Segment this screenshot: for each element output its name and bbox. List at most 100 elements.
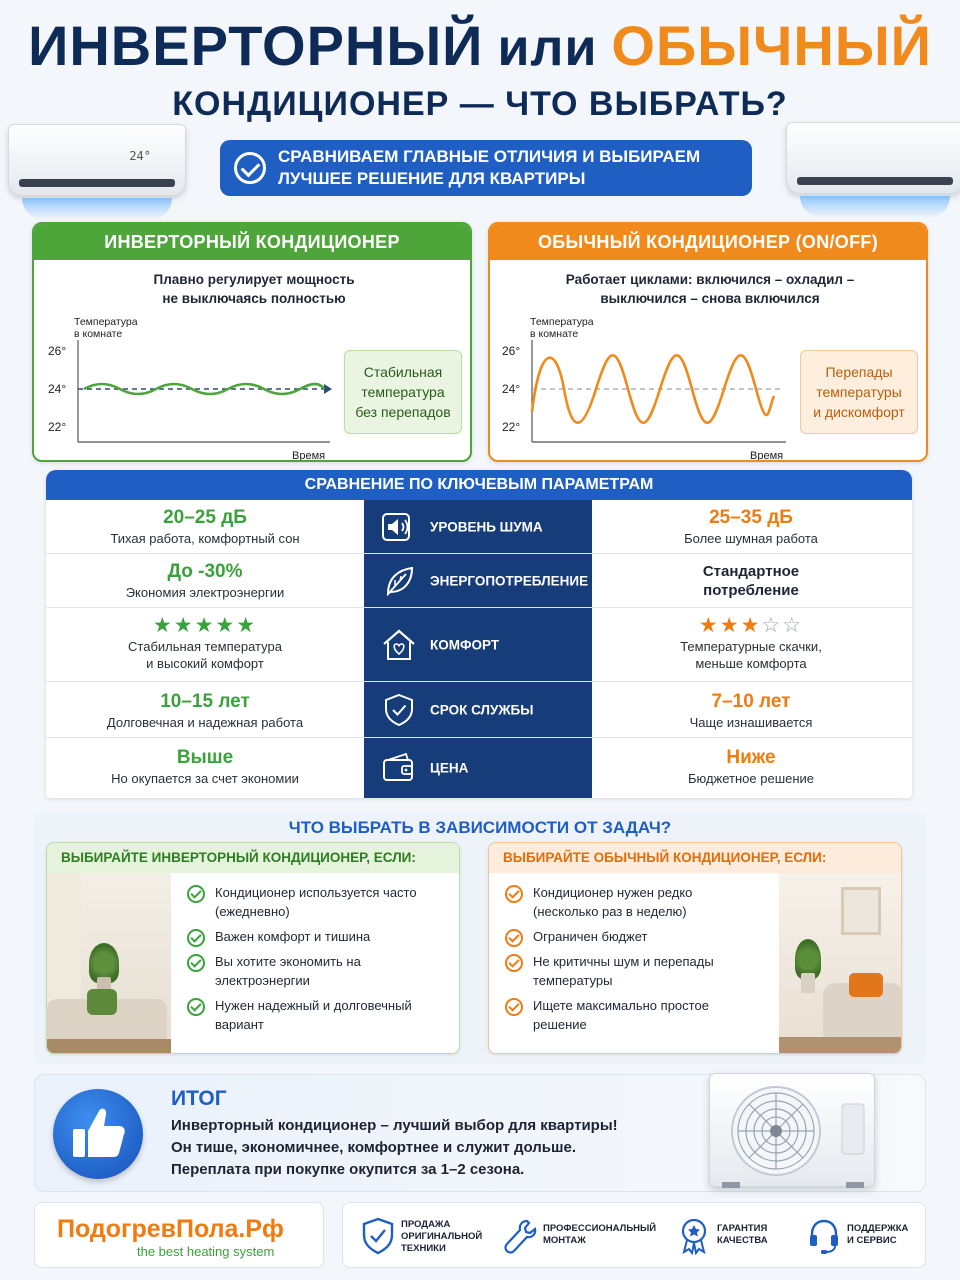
- table-row-comfort: ★★★★★ Стабильная температура и высокий к…: [46, 608, 912, 682]
- regular-comfort-stars-empty: ☆☆: [761, 614, 804, 637]
- check-circle-icon: [234, 152, 266, 184]
- brand-tagline: the best heating system: [137, 1244, 275, 1259]
- table-row-noise: 20–25 дБ Тихая работа, комфортный сон УР…: [46, 500, 912, 554]
- brand-logo-text: ПодогревПола.Рф: [57, 1215, 284, 1243]
- living-room-image-right: [779, 873, 901, 1053]
- wallet-icon: [383, 752, 413, 781]
- regular-note-line2: температуры: [816, 384, 902, 400]
- regular-price-value: Ниже: [726, 747, 776, 768]
- list-item: Не критичны шум и перепады температуры: [505, 952, 775, 990]
- regular-choice-card: ВЫБИРАЙТЕ ОБЫЧНЫЙ КОНДИЦИОНЕР, ЕСЛИ: Кон…: [488, 842, 902, 1054]
- regular-temperature-line: [530, 353, 776, 425]
- indoor-ac-left-image: 24°: [8, 124, 186, 196]
- title-regular: ОБЫЧНЫЙ: [611, 14, 932, 77]
- regular-ylabel-line1: Температура: [530, 316, 594, 328]
- param-comfort-label: КОМФОРТ: [430, 637, 500, 652]
- regular-ylabel-line2: в комнате: [530, 328, 578, 340]
- check-icon: [505, 998, 523, 1016]
- indoor-ac-right-image: [786, 122, 960, 194]
- check-icon: [505, 954, 523, 972]
- wrench-icon: [504, 1219, 537, 1254]
- inverter-choice-heading: ВЫБИРАЙТЕ ИНВЕРТОРНЫЙ КОНДИЦИОНЕР, ЕСЛИ:: [47, 843, 459, 873]
- inverter-panel: ИНВЕРТОРНЫЙ КОНДИЦИОНЕР Плавно регулируе…: [32, 222, 472, 462]
- regular-note: Перепады температуры и дискомфорт: [800, 350, 918, 434]
- shield-check-icon: [362, 1217, 394, 1255]
- comparison-title: СРАВНЕНИЕ ПО КЛЮЧЕВЫМ ПАРАМЕТРАМ: [46, 470, 912, 500]
- check-icon: [505, 929, 523, 947]
- cool-air-right: [800, 196, 950, 218]
- inverter-desc-line1: Плавно регулирует мощность: [153, 272, 355, 287]
- house-heart-icon: [383, 629, 415, 660]
- regular-choice-heading: ВЫБИРАЙТЕ ОБЫЧНЫЙ КОНДИЦИОНЕР, ЕСЛИ:: [489, 843, 901, 873]
- regular-choice-list: Кондиционер нужен редко (несколько раз в …: [505, 883, 775, 1040]
- title-or: или: [497, 19, 598, 77]
- inverter-lifetime-value: 10–15 лет: [160, 691, 250, 712]
- inverter-comfort-stars: ★★★★★: [152, 614, 258, 637]
- inverter-choice-list: Кондиционер используется часто (ежедневно…: [187, 883, 455, 1040]
- result-line2: Он тише, экономичнее, комфортнее и служи…: [171, 1139, 577, 1156]
- check-icon: [187, 998, 205, 1016]
- inverter-ylabel-line2: в комнате: [74, 328, 122, 340]
- regular-panel-title: ОБЫЧНЫЙ КОНДИЦИОНЕР (ON/OFF): [490, 224, 926, 260]
- regular-lifetime-desc: Чаще изнашивается: [689, 715, 813, 730]
- living-room-image-left: [47, 873, 171, 1053]
- list-item: Кондиционер используется часто (ежедневно…: [187, 883, 455, 921]
- inverter-price-value: Выше: [176, 747, 234, 768]
- inverter-energy-desc: Экономия электроэнергии: [125, 585, 285, 600]
- list-item: Вы хотите экономить на электроэнергии: [187, 952, 455, 990]
- award-icon: [681, 1218, 707, 1255]
- subtitle-line1: СРАВНИВАЕМ ГЛАВНЫЕ ОТЛИЧИЯ И ВЫБИРАЕМ: [278, 147, 701, 166]
- regular-xlabel: Время: [750, 450, 783, 462]
- inverter-note-line1: Стабильная: [363, 364, 443, 380]
- regular-description: Работает циклами: включился – охладил – …: [530, 270, 890, 308]
- cool-air-left: [22, 198, 172, 220]
- param-lifetime-label: СРОК СЛУЖБЫ: [430, 702, 534, 717]
- inverter-description: Плавно регулирует мощность не выключаясь…: [74, 270, 434, 308]
- inverter-lifetime-desc: Долговечная и надежная работа: [106, 715, 304, 730]
- main-title: ИНВЕРТОРНЫЙ или ОБЫЧНЫЙ: [0, 14, 960, 80]
- inverter-tick-24: 24°: [48, 382, 66, 396]
- check-icon: [187, 954, 205, 972]
- inverter-noise-desc: Тихая работа, комфортный сон: [110, 531, 300, 546]
- speaker-icon: [382, 512, 410, 541]
- inverter-noise-value: 20–25 дБ: [163, 507, 247, 528]
- result-heading: ИТОГ: [171, 1087, 227, 1110]
- regular-note-line1: Перепады: [825, 364, 893, 380]
- list-item: Нужен надежный и долговечный вариант: [187, 996, 455, 1034]
- inverter-comfort-desc-line1: Стабильная температура: [128, 639, 282, 654]
- table-row-lifetime: 10–15 лет Долговечная и надежная работа …: [46, 682, 912, 738]
- regular-energy-value-line2: потребление: [703, 582, 799, 599]
- regular-lifetime-value: 7–10 лет: [711, 691, 791, 712]
- thumbs-up-icon: [53, 1089, 143, 1179]
- list-item: Кондиционер нужен редко (несколько раз в …: [505, 883, 775, 921]
- regular-energy-value-line1: Стандартное: [702, 563, 800, 580]
- leaf-icon: [386, 566, 414, 596]
- table-row-price: Выше Но окупается за счет экономии ЦЕНА …: [46, 738, 912, 798]
- check-icon: [187, 885, 205, 903]
- brand-box: ПодогревПола.Рф the best heating system: [34, 1202, 324, 1268]
- features-bar: ПРОДАЖА ОРИГИНАЛЬНОЙ ТЕХНИКИ ПРОФЕССИОНАЛЬ…: [342, 1202, 926, 1268]
- inverter-note: Стабильная температура без перепадов: [344, 350, 462, 434]
- regular-noise-value: 25–35 дБ: [709, 507, 793, 528]
- param-energy-label: ЭНЕРГОПОТРЕБЛЕНИЕ: [430, 573, 589, 588]
- param-noise-label: УРОВЕНЬ ШУМА: [430, 519, 543, 534]
- title-inverter: ИНВЕРТОРНЫЙ: [28, 14, 484, 77]
- check-icon: [187, 929, 205, 947]
- inverter-energy-value: До -30%: [167, 561, 243, 582]
- inverter-note-line3: без перепадов: [355, 404, 451, 420]
- headset-icon: [810, 1219, 838, 1254]
- inverter-choice-card: ВЫБИРАЙТЕ ИНВЕРТОРНЫЙ КОНДИЦИОНЕР, ЕСЛИ:…: [46, 842, 460, 1054]
- inverter-price-desc: Но окупается за счет экономии: [111, 771, 299, 786]
- result-line3: Переплата при покупке окупится за 1–2 се…: [171, 1161, 525, 1178]
- main-title-line2: КОНДИЦИОНЕР — ЧТО ВЫБРАТЬ?: [172, 85, 788, 123]
- regular-temperature-chart: Температура в комнате 26° 24° 22° Время: [502, 316, 786, 462]
- regular-comfort-stars-full: ★★★: [698, 614, 762, 637]
- shield-icon: [385, 693, 413, 726]
- regular-note-line3: и дискомфорт: [813, 404, 905, 420]
- param-price-label: ЦЕНА: [430, 760, 469, 776]
- regular-tick-26: 26°: [502, 344, 520, 358]
- inverter-xlabel: Время: [292, 450, 325, 462]
- result-line1: Инверторный кондиционер – лучший выбор д…: [171, 1117, 618, 1134]
- comparison-table: СРАВНЕНИЕ ПО КЛЮЧЕВЫМ ПАРАМЕТРАМ 20–25 д…: [46, 470, 912, 798]
- inverter-desc-line2: не выключаясь полностью: [162, 291, 346, 306]
